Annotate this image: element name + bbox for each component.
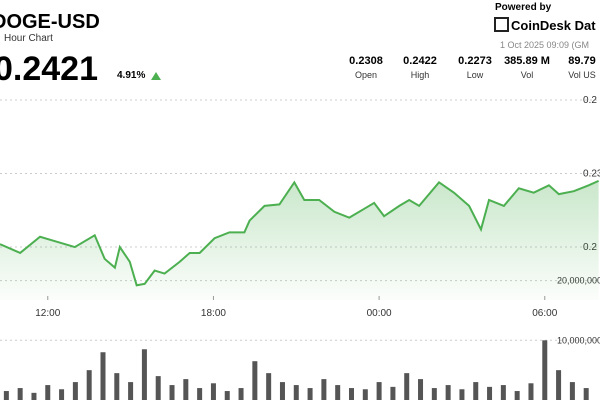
stat-label: High [411, 70, 430, 80]
volume-bar [583, 388, 589, 400]
subtitle: Hour Chart [4, 33, 53, 44]
stat-label: Vol US [568, 70, 596, 80]
volume-bar [266, 373, 272, 400]
title: DOGE-USD [0, 11, 100, 33]
volume-bar [100, 352, 106, 400]
x-tick-label: 18:00 [201, 308, 226, 319]
volume-bar [293, 385, 299, 400]
volume-bar [17, 388, 23, 400]
x-tick-label: 12:00 [35, 308, 60, 319]
volume-bar [376, 382, 382, 400]
volume-bar [141, 349, 147, 400]
volume-bar [279, 382, 285, 400]
price-line [0, 179, 600, 287]
x-tick-label: 00:00 [367, 308, 392, 319]
price: 0.2421 [0, 50, 98, 88]
volume-bar [197, 388, 203, 400]
stat-value: 0.2273 [458, 55, 492, 67]
volume-bar [183, 379, 189, 400]
powered-by: Powered by [495, 2, 552, 13]
volume-bar [128, 382, 134, 400]
y-tick-label: 0.23 [583, 169, 600, 180]
stat-value: 0.2308 [349, 55, 383, 67]
stat-label: Open [355, 70, 377, 80]
volume-bar [542, 340, 548, 400]
volume-bar [404, 373, 410, 400]
volume-bar [45, 385, 51, 400]
up-arrow [151, 72, 161, 80]
change: 4.91% [117, 70, 145, 81]
stat-value: 0.2422 [403, 55, 437, 67]
volume-bar [210, 383, 216, 400]
volume-bar [307, 388, 313, 400]
volume-bar [59, 389, 65, 400]
volume-bar [459, 389, 465, 400]
x-tick-label: 06:00 [532, 308, 557, 319]
volume-bar [514, 391, 520, 400]
volume-bar [86, 370, 92, 400]
volume-bar [431, 388, 437, 400]
stat-label: Vol [521, 70, 534, 80]
stat-value: 89.79 [568, 55, 596, 67]
volume-bar [252, 361, 258, 400]
y-tick-label: 0.2 [583, 95, 597, 106]
volume-bar [321, 379, 327, 400]
timestamp: 1 Oct 2025 09:09 (GM [500, 40, 589, 50]
volume-bar [487, 386, 493, 400]
volume-bar [335, 385, 341, 400]
volume-bar [114, 373, 120, 400]
y2-tick-label: 10,000,000 [557, 335, 600, 345]
price-area [0, 180, 599, 300]
volume-bar [3, 391, 9, 400]
stat-value: 385.89 M [504, 55, 550, 67]
volume-bar [238, 388, 244, 400]
volume-bar [31, 392, 37, 400]
volume-bar [445, 385, 451, 400]
logo [494, 17, 509, 32]
volume-bar [500, 385, 506, 400]
volume-bar [556, 370, 562, 400]
volume-bar [418, 379, 424, 400]
volume-bar [362, 389, 368, 400]
volume-bar [528, 383, 534, 400]
volume-bar [72, 382, 78, 400]
volume-bar [224, 391, 230, 400]
brand: CoinDesk Dat [511, 18, 596, 33]
volume-bar [169, 385, 175, 400]
stat-label: Low [467, 70, 484, 80]
volume-bar [569, 382, 575, 400]
volume-bar [348, 388, 354, 400]
volume-bar [473, 382, 479, 400]
volume-bar [390, 386, 396, 400]
volume-bar [155, 376, 161, 400]
